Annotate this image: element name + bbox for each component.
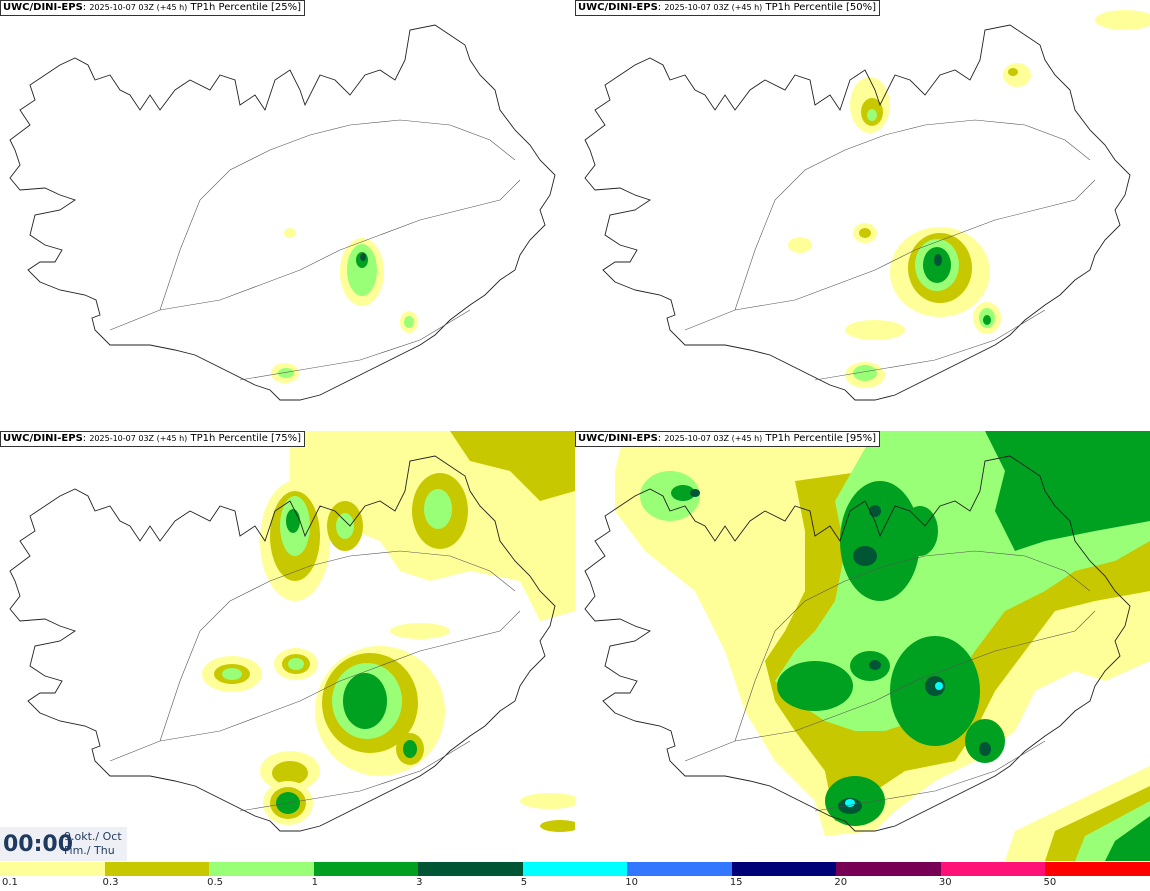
iceland-coastline (584, 24, 1131, 401)
iceland-coastline (9, 455, 556, 832)
color-scale-swatch (1045, 862, 1150, 876)
iceland-coastline (584, 455, 1131, 832)
model-name: UWC/DINI-EPS (578, 2, 658, 13)
map-panel-p50: UWC/DINI-EPS: 2025-10-07 03Z (+45 h) TP1… (575, 0, 1150, 430)
product-name: TP1h Percentile [25%] (190, 2, 302, 13)
valid-time-clock: 00:00 (3, 832, 74, 857)
panel-title: UWC/DINI-EPS: 2025-10-07 03Z (+45 h) TP1… (575, 431, 881, 447)
color-scale-swatch (313, 862, 420, 876)
map-canvas-p50 (584, 10, 1150, 401)
road-network (684, 550, 1096, 812)
color-scale-swatch (0, 862, 106, 876)
valid-time-date: 9.okt./ Oct Fim./ Thu (64, 830, 122, 858)
road-network (109, 550, 521, 812)
color-scale-label: 30 (938, 877, 952, 888)
map-canvas-p25 (9, 24, 556, 401)
color-scale-swatch (940, 862, 1047, 876)
precip-field (788, 10, 1150, 388)
panel-title: UWC/DINI-EPS: 2025-10-07 03Z (+45 h) TP1… (0, 0, 306, 16)
color-scale-label: 3 (416, 877, 423, 888)
color-scale-label: 15 (729, 877, 743, 888)
color-scale-label: 0.3 (102, 877, 119, 888)
map-panel-p75: UWC/DINI-EPS: 2025-10-07 03Z (+45 h) TP1… (0, 431, 575, 861)
map-canvas-p95 (584, 431, 1150, 861)
model-name: UWC/DINI-EPS (578, 433, 658, 444)
valid-day-line: Fim./ Thu (64, 844, 115, 857)
precip-field (271, 228, 418, 383)
model-name: UWC/DINI-EPS (3, 433, 83, 444)
valid-time-box: 00:00 9.okt./ Oct Fim./ Thu (0, 827, 127, 861)
color-scale-label: 0.1 (2, 877, 18, 888)
color-scale-swatch (627, 862, 733, 876)
product-name: TP1h Percentile [95%] (765, 433, 877, 444)
run-time: 2025-10-07 03Z (+45 h) (664, 434, 763, 443)
road-network (109, 119, 521, 381)
map-panel-p95: UWC/DINI-EPS: 2025-10-07 03Z (+45 h) TP1… (575, 431, 1150, 861)
color-scale-swatch (731, 862, 838, 876)
run-time: 2025-10-07 03Z (+45 h) (89, 434, 188, 443)
color-scale-swatch (522, 862, 629, 876)
precip-field (615, 431, 1150, 861)
run-time: 2025-10-07 03Z (+45 h) (664, 3, 763, 12)
valid-date-line: 9.okt./ Oct (64, 830, 122, 843)
color-scale-label: 0.5 (207, 877, 223, 888)
map-canvas-p75 (9, 431, 575, 832)
panel-title: UWC/DINI-EPS: 2025-10-07 03Z (+45 h) TP1… (0, 431, 306, 447)
run-time: 2025-10-07 03Z (+45 h) (89, 3, 188, 12)
color-scale-label: 10 (625, 877, 638, 888)
color-scale-label: 50 (1043, 877, 1057, 888)
color-scale-label: 1 (311, 877, 318, 888)
color-scale-swatch (418, 862, 524, 876)
iceland-coastline (9, 24, 556, 401)
product-name: TP1h Percentile [75%] (190, 433, 302, 444)
panel-title: UWC/DINI-EPS: 2025-10-07 03Z (+45 h) TP1… (575, 0, 881, 16)
map-panel-p25: UWC/DINI-EPS: 2025-10-07 03Z (+45 h) TP1… (0, 0, 575, 430)
model-name: UWC/DINI-EPS (3, 2, 83, 13)
color-scale-swatch (209, 862, 315, 876)
color-scale-swatch (104, 862, 211, 876)
color-scale-labels: 0.1 0.3 0.5 1 3 5 10 15 20 30 50 (0, 877, 1150, 891)
color-scale-label: 5 (520, 877, 528, 888)
color-scale-bar (0, 862, 1150, 876)
product-name: TP1h Percentile [50%] (765, 2, 877, 13)
precip-field (202, 431, 575, 832)
color-scale-label: 20 (834, 877, 848, 888)
road-network (684, 119, 1096, 381)
color-scale-swatch (836, 862, 942, 876)
